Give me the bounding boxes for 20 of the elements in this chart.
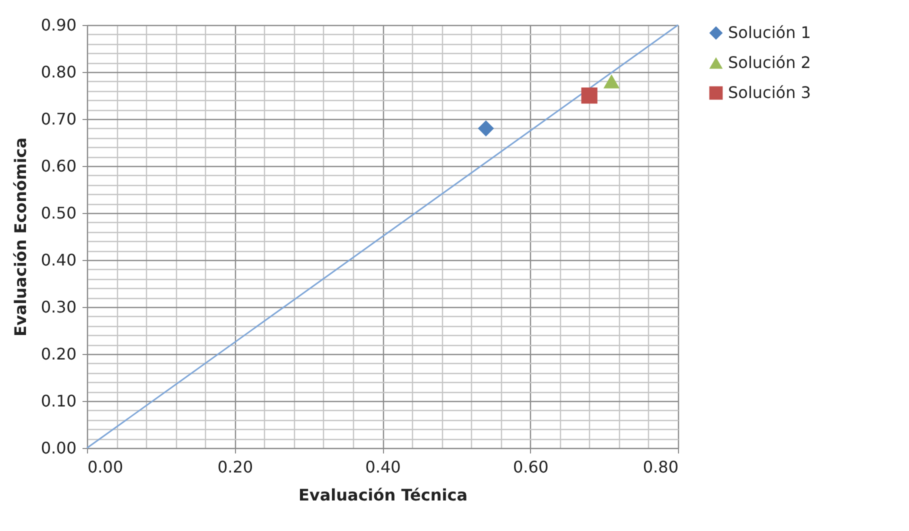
y-tick-label: 0.60 xyxy=(40,156,76,176)
x-tick-label: 0.40 xyxy=(365,458,401,476)
legend-label: Solución 1 xyxy=(728,23,811,42)
legend-label: Solución 3 xyxy=(728,83,811,102)
legend-label: Solución 2 xyxy=(728,53,811,72)
x-tick-label: 0.60 xyxy=(512,458,549,476)
y-tick-label: 0.30 xyxy=(40,298,76,316)
y-tick-label: 0.40 xyxy=(40,250,76,270)
y-tick-label: 0.50 xyxy=(40,204,76,222)
y-tick-label: 0.00 xyxy=(40,438,76,458)
x-tick-label: 0.00 xyxy=(88,458,124,476)
y-tick-label: 0.70 xyxy=(40,110,76,128)
x-tick-label: 0.80 xyxy=(642,458,678,476)
y-tick-label: 0.20 xyxy=(40,344,76,364)
x-tick-label: 0.20 xyxy=(217,458,254,476)
y-tick-label: 0.90 xyxy=(40,16,76,34)
y-tick-label: 0.80 xyxy=(40,62,76,82)
y-tick-label: 0.10 xyxy=(40,392,76,410)
y-axis-title: Evaluación Económica xyxy=(10,138,30,336)
x-axis-title: Evaluación Técnica xyxy=(298,486,468,504)
